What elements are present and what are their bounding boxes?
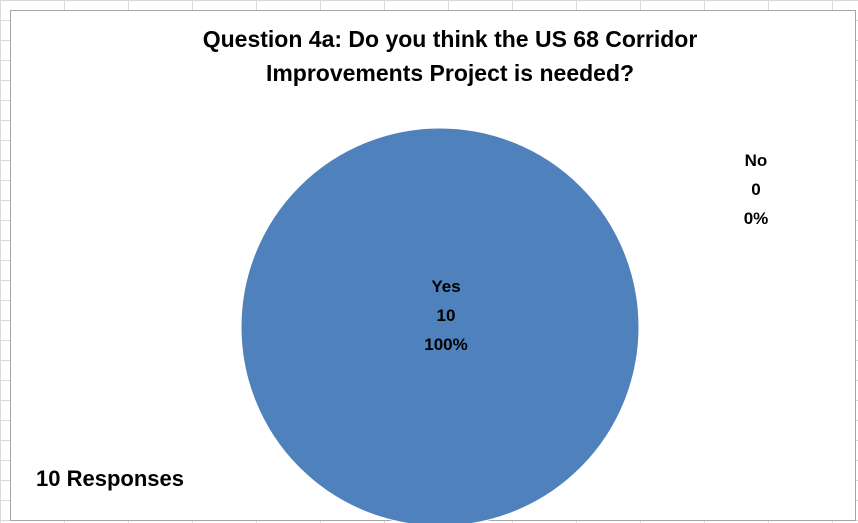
chart-title-line-1: Question 4a: Do you think the US 68 Corr… (202, 26, 698, 52)
responses-count: 10 Responses (36, 466, 184, 491)
data-label-no-name: No (744, 151, 768, 170)
data-label-no-percent: 0% (743, 209, 769, 228)
data-label-yes-percent: 100% (424, 335, 468, 354)
chart-title-line-2: Improvements Project is needed? (265, 60, 635, 86)
data-label-yes-value: 10 (436, 306, 456, 325)
pie-slices (240, 127, 640, 523)
pie-slice-yes[interactable] (240, 127, 640, 523)
data-label-yes-name: Yes (431, 277, 461, 296)
data-label-no: No 0 0% (716, 146, 796, 233)
chart-title: Question 4a: Do you think the US 68 Corr… (120, 22, 780, 90)
data-label-no-value: 0 (751, 180, 761, 199)
data-label-yes: Yes 10 100% (398, 272, 494, 359)
